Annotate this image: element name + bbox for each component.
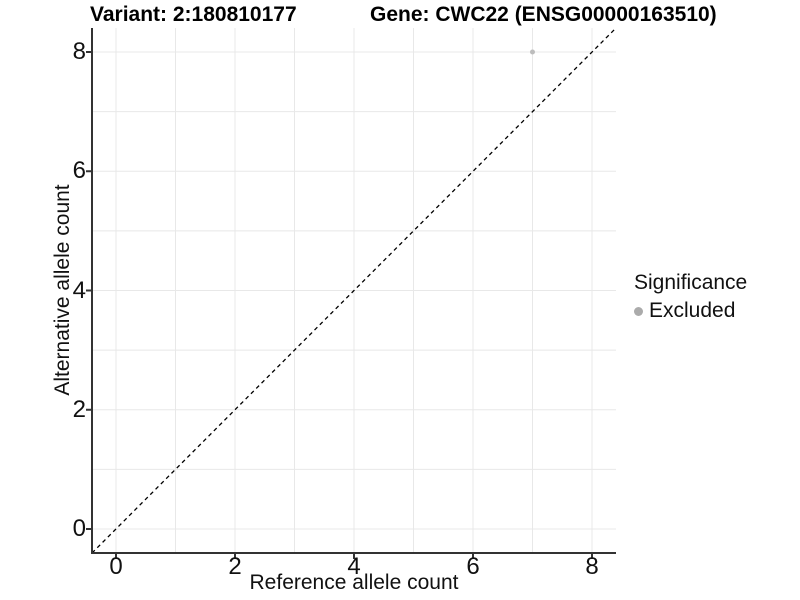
y-tick-label: 4 [72, 276, 86, 304]
y-tick-label: 2 [72, 395, 86, 423]
legend-item-excluded: Excluded [634, 298, 747, 324]
plot-title-variant: Variant: 2:180810177 [90, 3, 297, 26]
legend-title: Significance [634, 271, 748, 294]
y-tick-label: 6 [72, 157, 86, 185]
x-axis-title: Reference allele count [249, 571, 459, 594]
x-tick-label: 4 [347, 553, 361, 580]
legend: Significance Excluded [634, 270, 747, 324]
x-tick-label: 8 [585, 553, 599, 580]
y-tick-label: 0 [72, 515, 86, 542]
x-tick-label: 0 [109, 553, 123, 580]
plot-title-gene: Gene: CWC22 (ENSG00000163510) [370, 3, 717, 26]
legend-point-icon [634, 306, 643, 316]
identity-dashed-line [91, 27, 617, 554]
x-tick-label: 2 [228, 553, 242, 580]
legend-item-label: Excluded [649, 299, 736, 322]
data-point [530, 49, 535, 55]
x-tick-label: 6 [466, 553, 480, 580]
y-tick-label: 8 [72, 38, 86, 65]
